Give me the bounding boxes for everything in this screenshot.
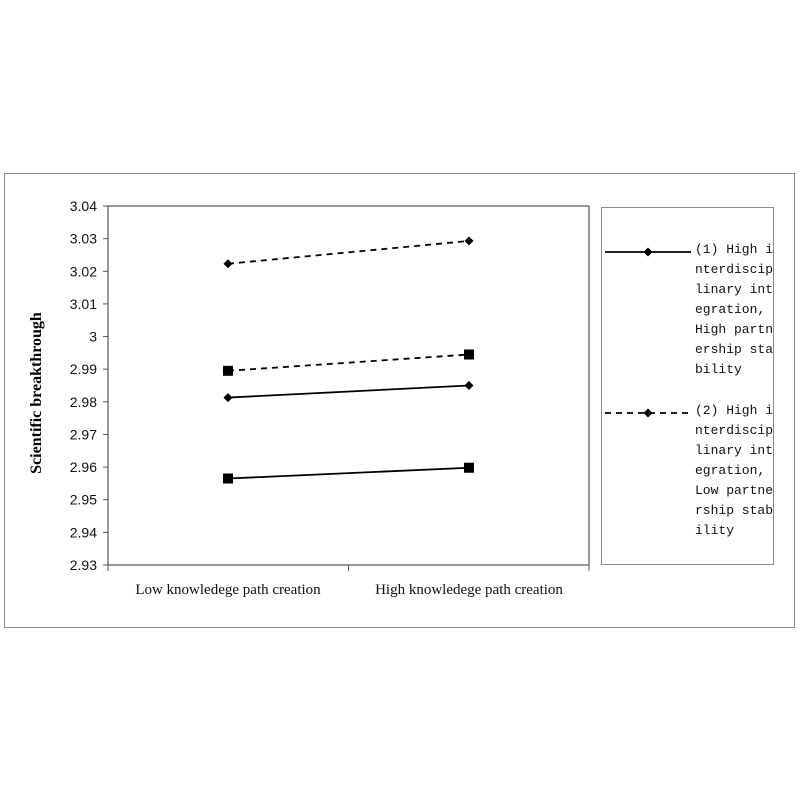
x-category-label: High knowledege path creation [375, 582, 563, 598]
y-tick-label: 2.99 [70, 361, 97, 377]
y-tick-label: 3.01 [70, 296, 97, 312]
y-tick-label: 2.93 [70, 557, 97, 573]
y-tick-label: 3.03 [70, 231, 97, 247]
x-axis: Low knowledege path creation High knowled… [107, 565, 590, 598]
series-line [227, 466, 470, 480]
legend-marker-solid [605, 247, 691, 257]
y-tick-label: 3 [89, 329, 97, 345]
data-point [223, 259, 233, 269]
x-category-label: Low knowledege path creation [135, 582, 321, 598]
data-point [464, 462, 474, 473]
y-tick-label: 3.04 [70, 198, 97, 214]
legend: (1) High interdisciplinary integration, … [601, 207, 774, 565]
y-tick-label: 2.96 [70, 459, 97, 475]
y-tick-label: 3.02 [70, 263, 97, 279]
y-tick-label: 2.98 [70, 394, 97, 410]
data-point [464, 381, 474, 390]
data-point [223, 473, 233, 484]
data-point [223, 393, 233, 403]
y-tick-label: 2.95 [70, 492, 97, 508]
data-point [464, 236, 474, 246]
legend-marker-dashed [605, 408, 691, 418]
data-point [223, 365, 233, 376]
data-point [464, 349, 474, 360]
legend-label-2: (2) High interdisciplinary integration, … [695, 403, 774, 538]
series-line [227, 384, 470, 399]
y-tick-label: 2.94 [70, 524, 97, 540]
series-group [223, 236, 474, 484]
plot-border [107, 205, 590, 566]
series-line [227, 353, 470, 372]
y-tick-label: 2.97 [70, 426, 97, 442]
legend-label-1: (1) High interdisciplinary integration, … [695, 242, 774, 377]
series-line [227, 240, 470, 265]
y-axis-label: Scientific breakthrough [28, 312, 45, 474]
y-axis: 3.04 3.03 3.02 3.01 3 2.99 2.98 2.97 2.96 2.95 2.9… [70, 198, 108, 573]
